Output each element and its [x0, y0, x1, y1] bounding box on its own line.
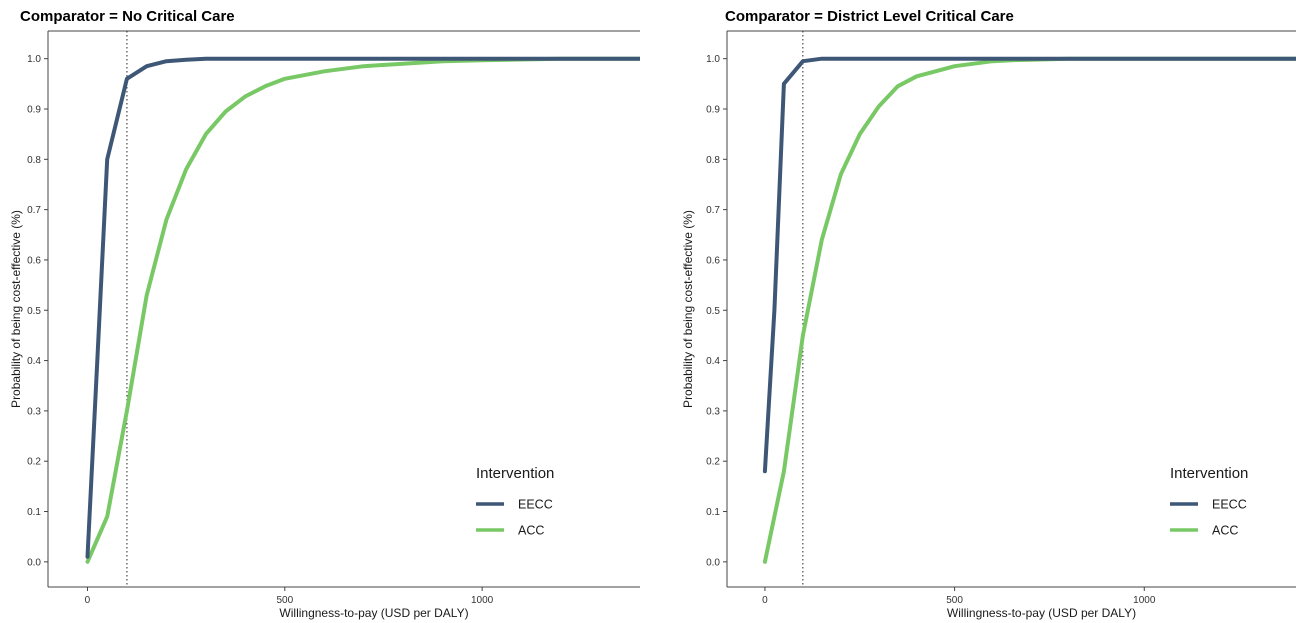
y-tick-label: 0.7	[27, 205, 41, 216]
series-line-acc	[762, 56, 1296, 564]
y-tick-label: 0.8	[706, 155, 720, 166]
y-tick-label: 0.3	[706, 406, 720, 417]
chart-svg: 0.0 0.1 0.2 0.3 0.4 0.5 0.6 0.7 0.8 0.9 1.0 0 500 100…	[681, 30, 1296, 620]
y-tick-label: 0.0	[27, 557, 41, 568]
y-tick-label: 0.6	[27, 255, 41, 266]
chart-title: Comparator = No Critical Care	[20, 8, 235, 25]
x-tick-label: 1000	[471, 595, 494, 606]
x-axis-label: Willingness-to-pay (USD per DALY)	[279, 606, 468, 620]
legend-title: Intervention	[1170, 465, 1248, 482]
y-tick-label: 0.3	[27, 406, 41, 417]
y-tick-label: 0.9	[27, 104, 41, 115]
y-tick-label: 0.2	[27, 457, 41, 468]
x-tick-label: 500	[276, 595, 293, 606]
y-tick-label: 0.4	[27, 356, 41, 367]
y-tick-label: 0.1	[27, 507, 41, 518]
y-tick-label: 0.1	[706, 507, 720, 518]
x-tick-label: 500	[946, 595, 963, 606]
x-axis-label: Willingness-to-pay (USD per DALY)	[947, 606, 1136, 620]
series-line-acc	[85, 56, 640, 564]
y-tick-label: 0.2	[706, 457, 720, 468]
y-axis-label: Probability of being cost-effective (%)	[9, 210, 23, 408]
x-tick-label: 0	[85, 595, 91, 606]
y-tick-label: 0.7	[706, 205, 720, 216]
y-tick-label: 0.6	[706, 255, 720, 266]
y-tick-label: 0.0	[706, 557, 720, 568]
chart-panel-district-critical-care: Comparator = District Level Critical Car…	[648, 0, 1296, 623]
legend-title: Intervention	[476, 465, 554, 482]
x-tick-label: 1000	[1133, 595, 1156, 606]
y-tick-label: 0.5	[27, 306, 41, 317]
legend-label-acc: ACC	[1212, 524, 1238, 538]
chart-panel-no-critical-care: Comparator = No Critical Care 0.0 0.1 0.2 0…	[0, 0, 640, 623]
legend-label-acc: ACC	[518, 524, 544, 538]
legend-label-eecc: EECC	[1212, 498, 1247, 512]
legend-label-eecc: EECC	[518, 498, 553, 512]
y-tick-label: 1.0	[27, 54, 41, 65]
chart-title: Comparator = District Level Critical Car…	[725, 8, 1014, 25]
y-tick-label: 0.5	[706, 306, 720, 317]
series-line-eecc	[762, 56, 1296, 474]
series-line-eecc	[85, 56, 640, 559]
y-tick-label: 0.9	[706, 104, 720, 115]
y-tick-label: 1.0	[706, 54, 720, 65]
y-axis-label: Probability of being cost-effective (%)	[681, 210, 695, 408]
y-tick-label: 0.4	[706, 356, 720, 367]
y-tick-label: 0.8	[27, 155, 41, 166]
chart-svg: 0.0 0.1 0.2 0.3 0.4 0.5 0.6 0.7 0.8 0.9 1.0 0 500 100…	[9, 30, 640, 620]
x-tick-label: 0	[762, 595, 768, 606]
